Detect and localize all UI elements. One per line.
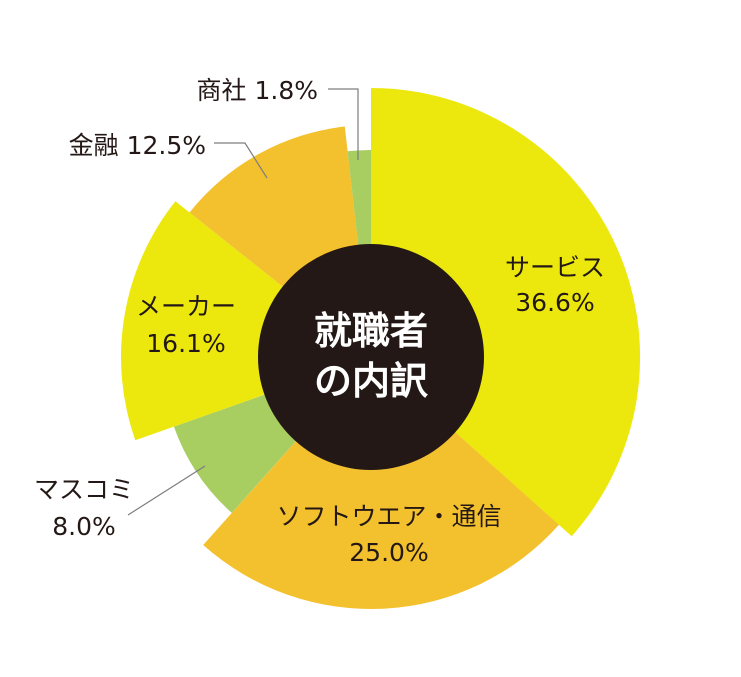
center-title-line-1: 就職者	[314, 309, 428, 353]
leader-line-masscomm	[127, 465, 206, 516]
center-title-line-2: の内訳	[314, 359, 428, 403]
slice-label-service-name: サービス	[505, 253, 605, 282]
leader-line-finance	[214, 142, 268, 179]
slice-label-finance: 金融 12.5%	[69, 131, 206, 160]
slice-label-maker-name: メーカー	[136, 292, 236, 321]
slice-software	[203, 357, 559, 609]
slice-label-trading: 商社 1.8%	[197, 76, 318, 105]
slice-label-masscomm-name: マスコミ	[34, 475, 134, 504]
slice-label-software-value: 25.0%	[349, 538, 428, 567]
slice-maker	[121, 201, 371, 441]
leader-line-trading	[328, 88, 359, 160]
slice-label-software-name: ソフトウエア・通信	[276, 502, 501, 531]
slice-service	[371, 87, 641, 537]
slice-label-service-value: 36.6%	[515, 288, 594, 317]
slice-label-maker-value: 16.1%	[146, 329, 225, 358]
slice-label-masscomm-value: 8.0%	[52, 512, 116, 541]
center-hole	[258, 244, 484, 470]
